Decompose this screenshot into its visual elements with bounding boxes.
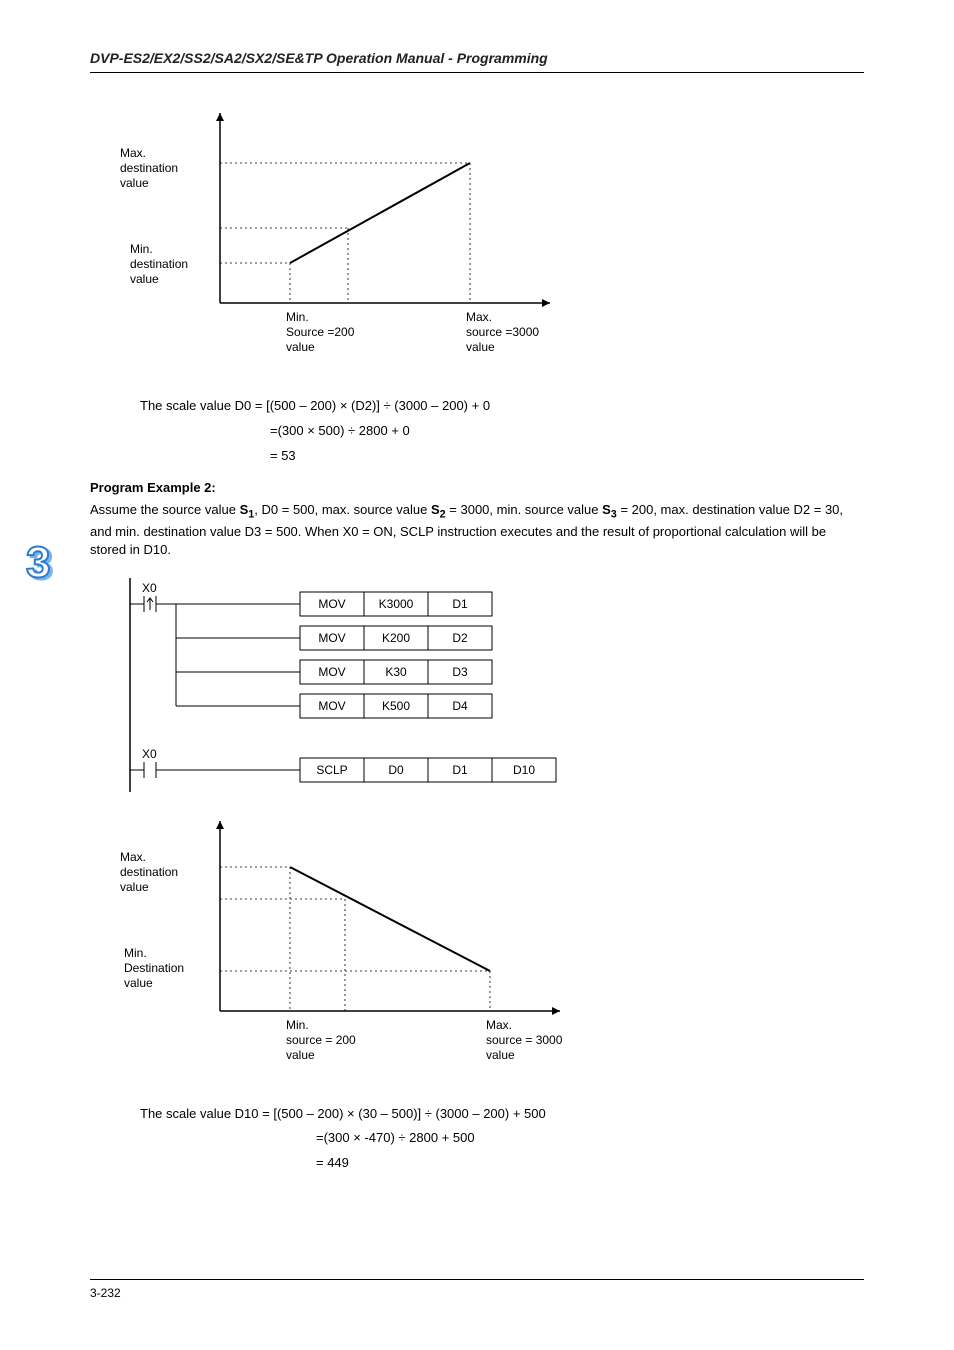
svg-text:source = 3000: source = 3000: [486, 1033, 563, 1047]
graph-1: Max.destinationvalueMin.destinationvalue…: [120, 103, 864, 376]
calc1-line2: =(300 × 500) ÷ 2800 + 0: [270, 421, 864, 442]
svg-text:K500: K500: [382, 699, 410, 713]
svg-text:Min.: Min.: [286, 1018, 309, 1032]
svg-text:K3000: K3000: [379, 597, 414, 611]
svg-text:3: 3: [26, 538, 50, 587]
calc-1: The scale value D0 = [(500 – 200) × (D2)…: [140, 396, 864, 466]
ladder-diagram: X0 MOV K3000 D1 MOV K200 D2 MOV K30 D3 MOV K500 D4 X0…: [120, 578, 864, 801]
svg-text:D3: D3: [452, 665, 468, 679]
example2-title: Program Example 2:: [90, 480, 864, 495]
svg-text:D1: D1: [452, 597, 468, 611]
footer-page: 3-232: [90, 1286, 121, 1300]
svg-text:K200: K200: [382, 631, 410, 645]
svg-text:Max.: Max.: [466, 310, 492, 324]
header-title: DVP-ES2/EX2/SS2/SA2/SX2/SE&TP Operation …: [90, 50, 548, 66]
svg-text:Min.: Min.: [124, 946, 147, 960]
graph-2: Max.destinationvalueMin.Destinationvalue…: [120, 811, 864, 1084]
svg-text:K30: K30: [385, 665, 407, 679]
svg-text:source =3000: source =3000: [466, 325, 539, 339]
svg-text:destination: destination: [120, 161, 178, 175]
svg-text:Max.: Max.: [120, 146, 146, 160]
svg-text:destination: destination: [130, 257, 188, 271]
svg-text:Destination: Destination: [124, 961, 184, 975]
svg-text:value: value: [486, 1048, 515, 1062]
svg-text:source = 200: source = 200: [286, 1033, 356, 1047]
svg-text:D0: D0: [388, 763, 404, 777]
calc-2: The scale value D10 = [(500 – 200) × (30…: [140, 1104, 864, 1174]
calc1-line3: = 53: [270, 446, 864, 467]
example2-desc: Assume the source value S1, D0 = 500, ma…: [90, 501, 864, 559]
svg-text:D2: D2: [452, 631, 468, 645]
svg-text:value: value: [286, 1048, 315, 1062]
svg-text:X0: X0: [142, 747, 157, 761]
svg-text:value: value: [130, 272, 159, 286]
svg-text:Source =200: Source =200: [286, 325, 355, 339]
svg-text:SCLP: SCLP: [316, 763, 347, 777]
svg-text:Max.: Max.: [486, 1018, 512, 1032]
svg-text:MOV: MOV: [318, 597, 345, 611]
calc2-line3: = 449: [316, 1153, 864, 1174]
calc2-line2: =(300 × -470) ÷ 2800 + 500: [316, 1128, 864, 1149]
svg-text:Min.: Min.: [286, 310, 309, 324]
svg-text:MOV: MOV: [318, 665, 345, 679]
svg-text:Max.: Max.: [120, 850, 146, 864]
svg-text:value: value: [120, 880, 149, 894]
svg-text:value: value: [120, 176, 149, 190]
calc1-right: = [(500 – 200) × (D2)] ÷ (3000 – 200) + …: [255, 398, 490, 413]
section-number-3-icon: 3 3: [22, 535, 62, 591]
svg-text:value: value: [124, 976, 153, 990]
svg-text:D4: D4: [452, 699, 468, 713]
calc2-right: = [(500 – 200) × (30 – 500)] ÷ (3000 – 2…: [262, 1106, 546, 1121]
svg-text:MOV: MOV: [318, 699, 345, 713]
calc1-left: The scale value D0: [140, 398, 255, 413]
svg-text:D10: D10: [513, 763, 535, 777]
svg-text:MOV: MOV: [318, 631, 345, 645]
svg-text:value: value: [466, 340, 495, 354]
svg-text:Min.: Min.: [130, 242, 153, 256]
svg-text:X0: X0: [142, 581, 157, 595]
svg-text:D1: D1: [452, 763, 468, 777]
calc2-left: The scale value D10: [140, 1106, 259, 1121]
svg-text:value: value: [286, 340, 315, 354]
svg-text:destination: destination: [120, 865, 178, 879]
